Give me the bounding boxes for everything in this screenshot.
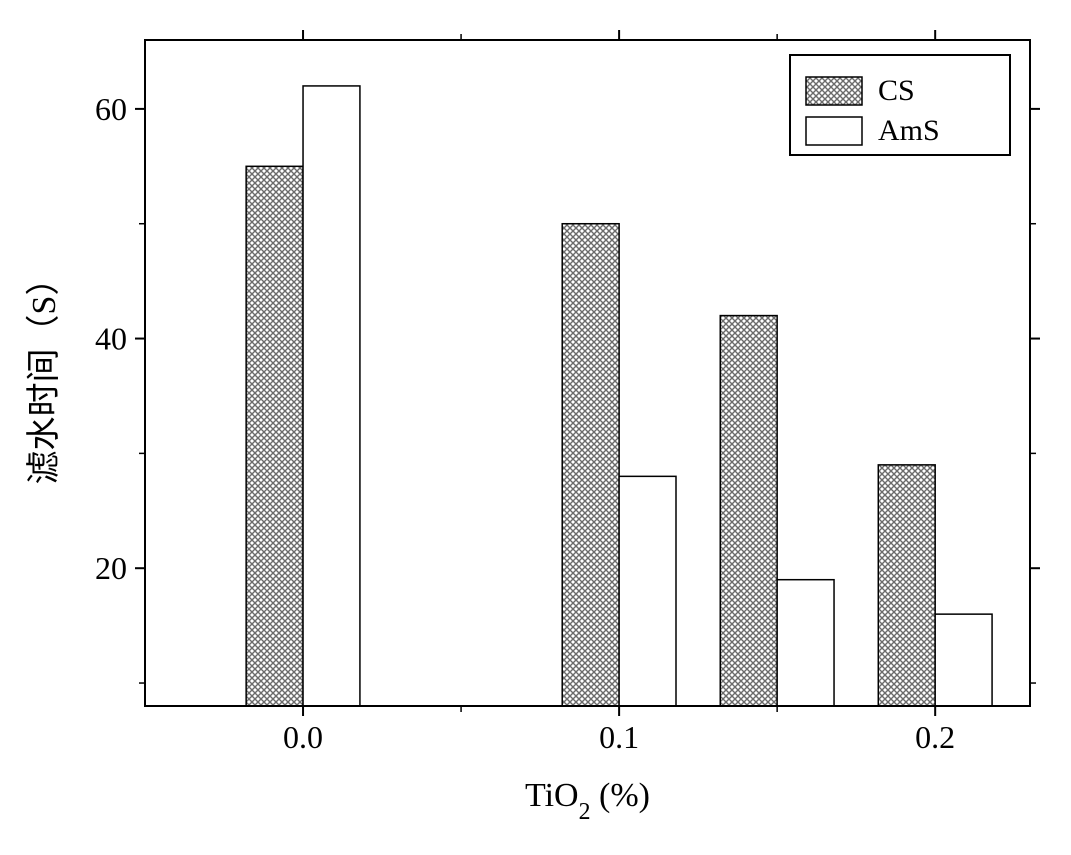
- legend-label-cs: CS: [878, 74, 915, 107]
- x-tick-label: 0.2: [915, 719, 955, 755]
- x-tick-label: 0.0: [283, 719, 323, 755]
- chart-container: 0.0 0.1 0.2 20 40 60 TiO2 (%) 滤水时间（S） CS AmS: [0, 0, 1071, 855]
- bar-cs: [562, 224, 619, 706]
- bar-ams: [777, 580, 834, 706]
- y-axis-label: 滤水时间（S）: [25, 262, 63, 485]
- bar-ams: [303, 86, 360, 706]
- y-tick-label: 60: [95, 91, 127, 127]
- legend-label-ams: AmS: [878, 114, 940, 147]
- bar-ams: [619, 476, 676, 706]
- y-tick-label: 40: [95, 321, 127, 357]
- bar-cs: [246, 166, 303, 706]
- x-tick-label: 0.1: [599, 719, 639, 755]
- x-axis-label: TiO2 (%): [525, 777, 650, 825]
- bar-chart: 0.0 0.1 0.2 20 40 60 TiO2 (%) 滤水时间（S） CS AmS: [0, 0, 1071, 855]
- bar-cs: [720, 316, 777, 706]
- y-tick-label: 20: [95, 550, 127, 586]
- legend-swatch-cs: [806, 77, 862, 105]
- bar-ams: [935, 614, 992, 706]
- bar-cs: [878, 465, 935, 706]
- legend-swatch-ams: [806, 117, 862, 145]
